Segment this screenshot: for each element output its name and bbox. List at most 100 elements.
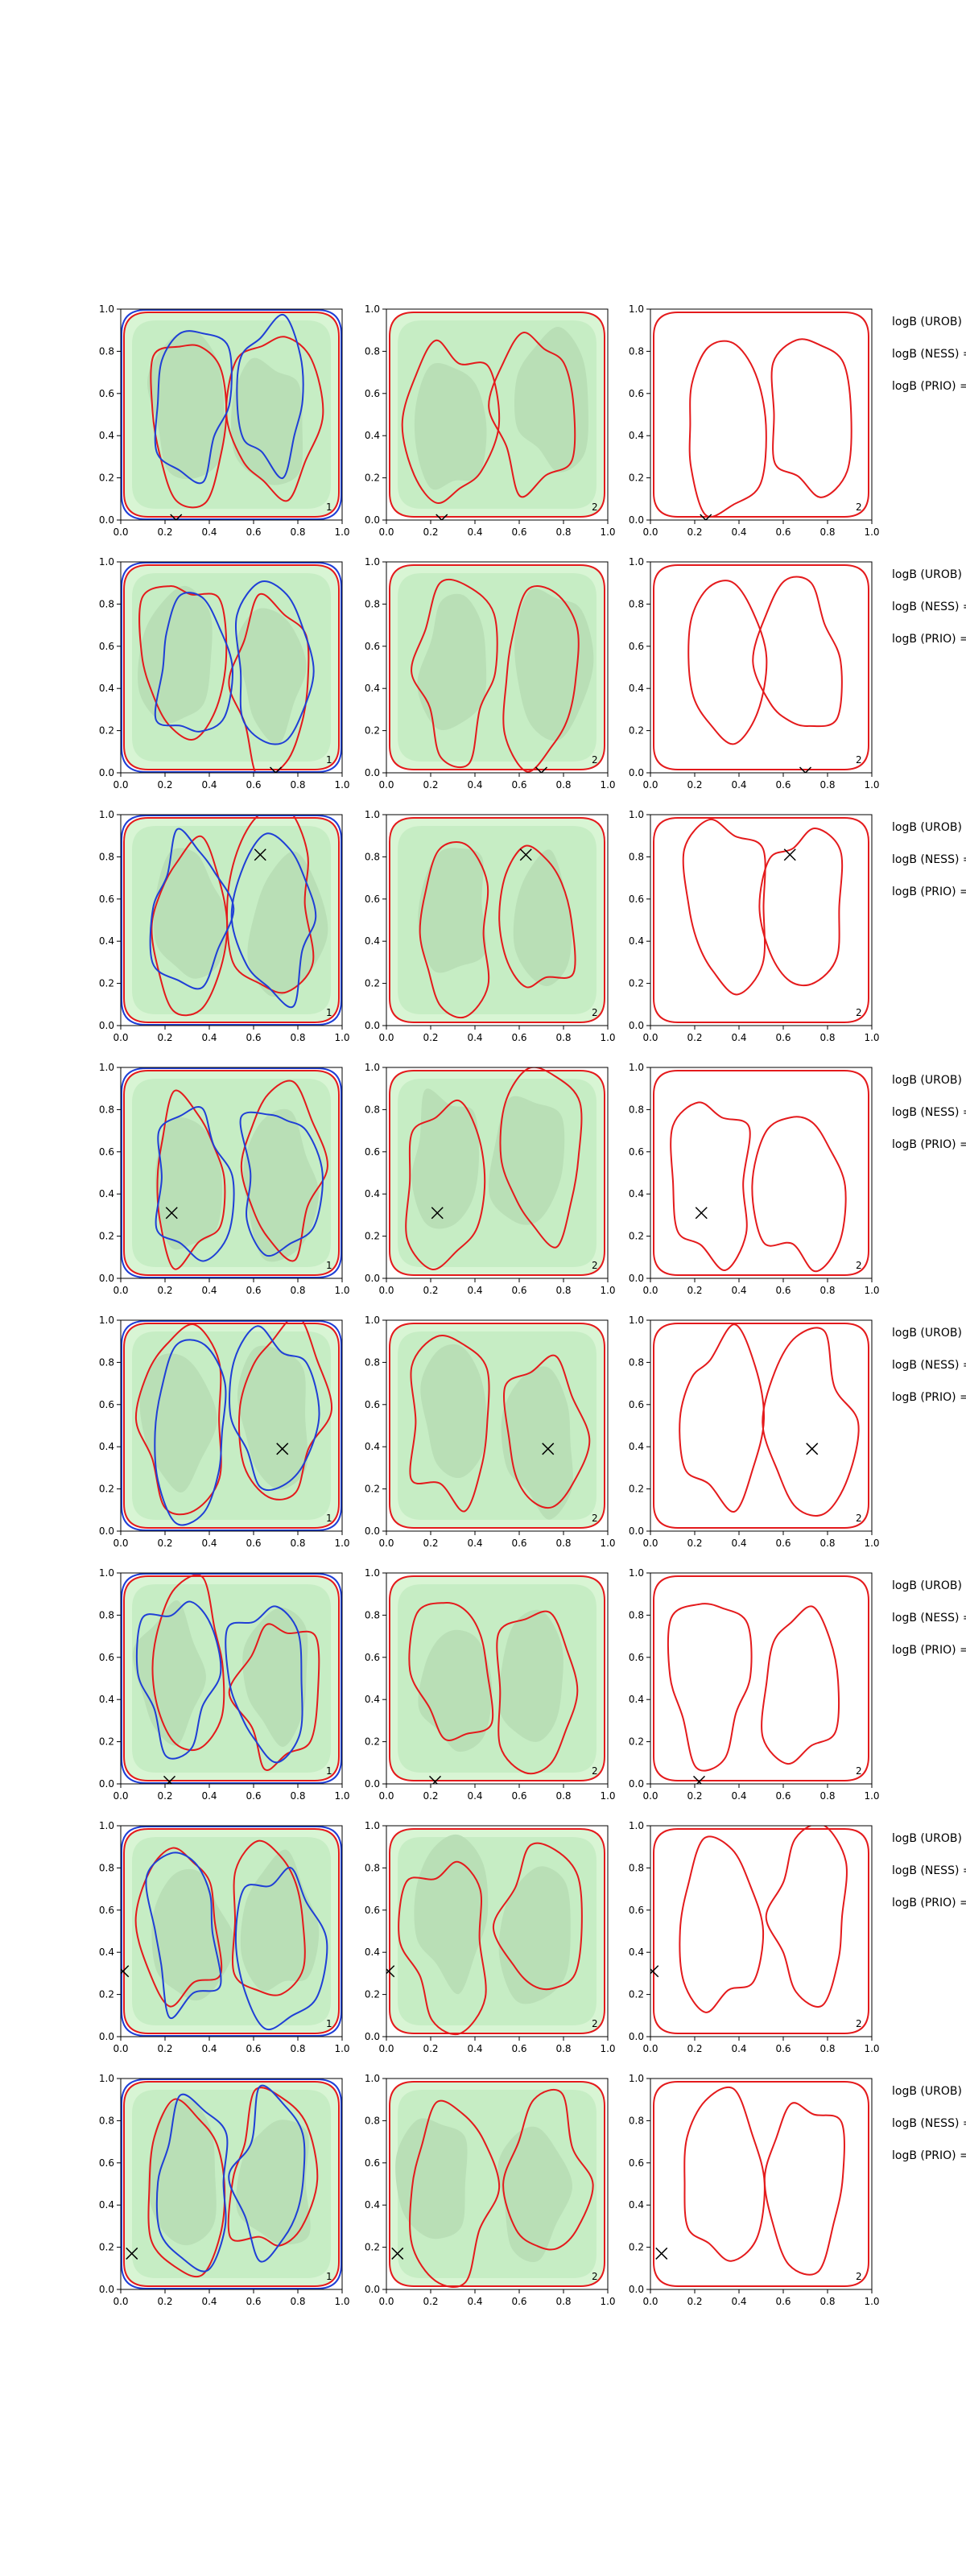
density-fill-high: [420, 1344, 487, 1479]
y-tick-label: 0.2: [99, 1484, 114, 1495]
y-tick-label: 0.8: [629, 1104, 644, 1115]
panel-background: [650, 1067, 872, 1278]
red-contour: [683, 2086, 766, 2262]
x-tick-label: 0.8: [555, 1032, 571, 1043]
y-tick-label: 0.4: [99, 1946, 114, 1958]
y-tick-label: 0.6: [629, 641, 644, 652]
y-tick-label: 0.4: [629, 1694, 644, 1705]
density-fill-high: [514, 588, 594, 741]
y-tick-label: 0.0: [629, 2284, 644, 2295]
panel-background: [650, 1320, 872, 1531]
y-tick-label: 0.0: [629, 1020, 644, 1031]
y-tick-label: 0.2: [365, 1484, 380, 1495]
panel-r5-c1: 1 0.0 0.2 0.4 0.6 0.8 1.0 0.0 0.2 0.4 0.6 0.8 1.0: [99, 1315, 350, 1549]
axes-frame: [650, 561, 873, 774]
axes-frame: [386, 561, 609, 774]
x-tick-label: 0.2: [423, 2043, 438, 2054]
y-tick-label: 0.6: [365, 894, 380, 905]
x-tick-label: 0.0: [642, 2296, 658, 2307]
x-tick-label: 0.4: [467, 526, 482, 538]
x-tick-label: 0.8: [555, 2296, 571, 2307]
x-tick-label: 0.2: [687, 1538, 702, 1549]
density-fill-high: [489, 1096, 565, 1225]
x-tick-label: 0.6: [775, 1285, 791, 1296]
x-tick-label: 0.2: [687, 1790, 702, 1802]
density-fill-high: [497, 2126, 573, 2263]
red-contour: [758, 827, 844, 987]
y-tick-label: 0.4: [629, 1188, 644, 1199]
blue-contour: [236, 314, 304, 479]
marker-x: [783, 848, 796, 861]
x-tick-label: 0.8: [290, 1032, 305, 1043]
y-tick-label: 0.8: [99, 2115, 114, 2126]
side-label: logB (NESS) =: [892, 601, 966, 613]
x-tick-label: 1.0: [864, 779, 879, 791]
x-tick-label: 0.4: [731, 2296, 746, 2307]
red-contour: [409, 2099, 501, 2288]
y-tick-label: 0.6: [99, 894, 114, 905]
x-tick-label: 1.0: [334, 779, 349, 791]
x-tick-label: 0.2: [157, 526, 172, 538]
panel-r3-c2: 2 0.0 0.2 0.4 0.6 0.8 1.0 0.0 0.2 0.4 0.6 0.8 1.0: [365, 809, 616, 1043]
axes-frame: [386, 308, 609, 521]
x-tick-label: 0.4: [467, 1538, 482, 1549]
x-tick-label: 0.2: [687, 1032, 702, 1043]
y-tick-label: 0.4: [629, 2199, 644, 2211]
x-tick-label: 0.8: [819, 1538, 835, 1549]
density-fill-high: [236, 2120, 311, 2245]
y-tick-label: 0.8: [629, 1609, 644, 1620]
y-tick-label: 0.0: [629, 767, 644, 778]
red-contour: [228, 592, 310, 773]
blue-contour: [155, 2093, 229, 2273]
axes-frame: [650, 1067, 873, 1279]
red-contour: [752, 576, 843, 728]
x-tick-label: 0.8: [290, 1538, 305, 1549]
y-tick-label: 0.0: [365, 1273, 380, 1284]
x-tick-label: 0.0: [642, 1032, 658, 1043]
panel-number: 1: [326, 1260, 332, 1271]
density-fill-high: [414, 1834, 489, 1995]
red-contour: [405, 1099, 486, 1270]
y-tick-label: 1.0: [365, 1567, 380, 1579]
marker-x: [391, 2247, 404, 2260]
marker-x: [170, 514, 183, 520]
red-contour: [492, 1842, 583, 1991]
y-tick-label: 0.0: [99, 2031, 114, 2042]
blue-contour-outer: [121, 1067, 342, 1278]
y-tick-label: 0.2: [629, 473, 644, 484]
panel-number: 1: [326, 1765, 332, 1777]
x-tick-label: 0.4: [467, 1790, 482, 1802]
side-label: logB (NESS) =: [892, 1359, 966, 1372]
y-tick-label: 0.8: [99, 345, 114, 357]
density-fill-high: [418, 1629, 493, 1752]
x-tick-label: 1.0: [600, 1538, 615, 1549]
x-tick-label: 1.0: [600, 2296, 615, 2307]
red-contour-outer: [653, 1323, 869, 1529]
panel-number: 1: [326, 1007, 332, 1018]
x-tick-label: 0.0: [642, 1285, 658, 1296]
y-tick-label: 0.8: [99, 1356, 114, 1368]
red-contour: [770, 338, 852, 498]
x-tick-label: 1.0: [334, 2296, 349, 2307]
marker-x: [700, 514, 712, 520]
y-tick-label: 1.0: [365, 1820, 380, 1831]
axes-frame: [650, 1825, 873, 2037]
axes-frame: [650, 2078, 873, 2290]
red-contour: [151, 1574, 225, 1752]
x-tick-label: 0.6: [246, 1285, 261, 1296]
axes-frame: [120, 2078, 343, 2290]
x-tick-label: 0.4: [731, 1032, 746, 1043]
y-tick-label: 0.0: [629, 1525, 644, 1537]
panel-number: 2: [592, 502, 598, 513]
x-tick-label: 0.6: [775, 526, 791, 538]
y-tick-label: 0.4: [629, 1441, 644, 1452]
x-tick-label: 0.8: [819, 526, 835, 538]
red-contour-outer: [653, 1828, 869, 2034]
x-tick-label: 0.0: [642, 526, 658, 538]
y-tick-label: 1.0: [629, 303, 644, 315]
marker-x: [655, 2247, 668, 2260]
red-contour-outer: [389, 1323, 605, 1529]
y-tick-label: 0.0: [99, 1273, 114, 1284]
blue-contour-outer: [121, 2079, 342, 2289]
y-tick-label: 0.2: [365, 1736, 380, 1748]
